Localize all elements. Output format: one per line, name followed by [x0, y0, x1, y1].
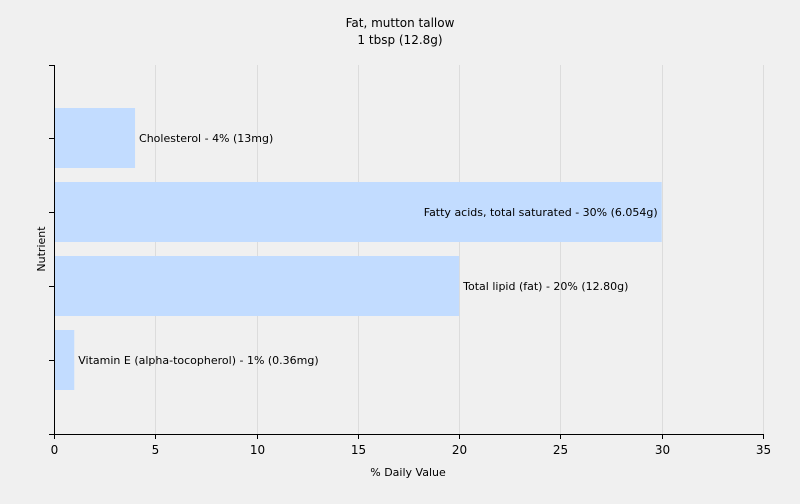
chart-title: Fat, mutton tallow [346, 16, 455, 30]
bar [55, 108, 136, 168]
x-tick-label: 35 [756, 443, 771, 457]
bar-data-label: Fatty acids, total saturated - 30% (6.05… [424, 206, 658, 219]
bar-data-label: Total lipid (fat) - 20% (12.80g) [462, 280, 628, 293]
bar-data-label: Cholesterol - 4% (13mg) [139, 132, 273, 145]
x-tick-label: 15 [351, 443, 366, 457]
bars [55, 108, 662, 390]
bar [55, 256, 460, 316]
data-labels: Cholesterol - 4% (13mg) Fatty acids, tota… [78, 132, 657, 367]
x-tick-label: 30 [655, 443, 670, 457]
axes: 0 5 10 15 20 25 30 35 [49, 65, 771, 457]
grid-lines [155, 65, 764, 434]
bar [55, 182, 662, 242]
x-tick-label: 10 [250, 443, 265, 457]
x-axis-title: % Daily Value [370, 466, 446, 479]
x-tick-label: 5 [152, 443, 160, 457]
chart-subtitle: 1 tbsp (12.8g) [357, 33, 442, 47]
x-tick-label: 0 [51, 443, 59, 457]
bar [55, 330, 75, 390]
x-tick-label: 20 [452, 443, 467, 457]
x-tick-label: 25 [553, 443, 568, 457]
bar-data-label: Vitamin E (alpha-tocopherol) - 1% (0.36m… [78, 354, 318, 367]
y-axis-title: Nutrient [35, 226, 48, 272]
